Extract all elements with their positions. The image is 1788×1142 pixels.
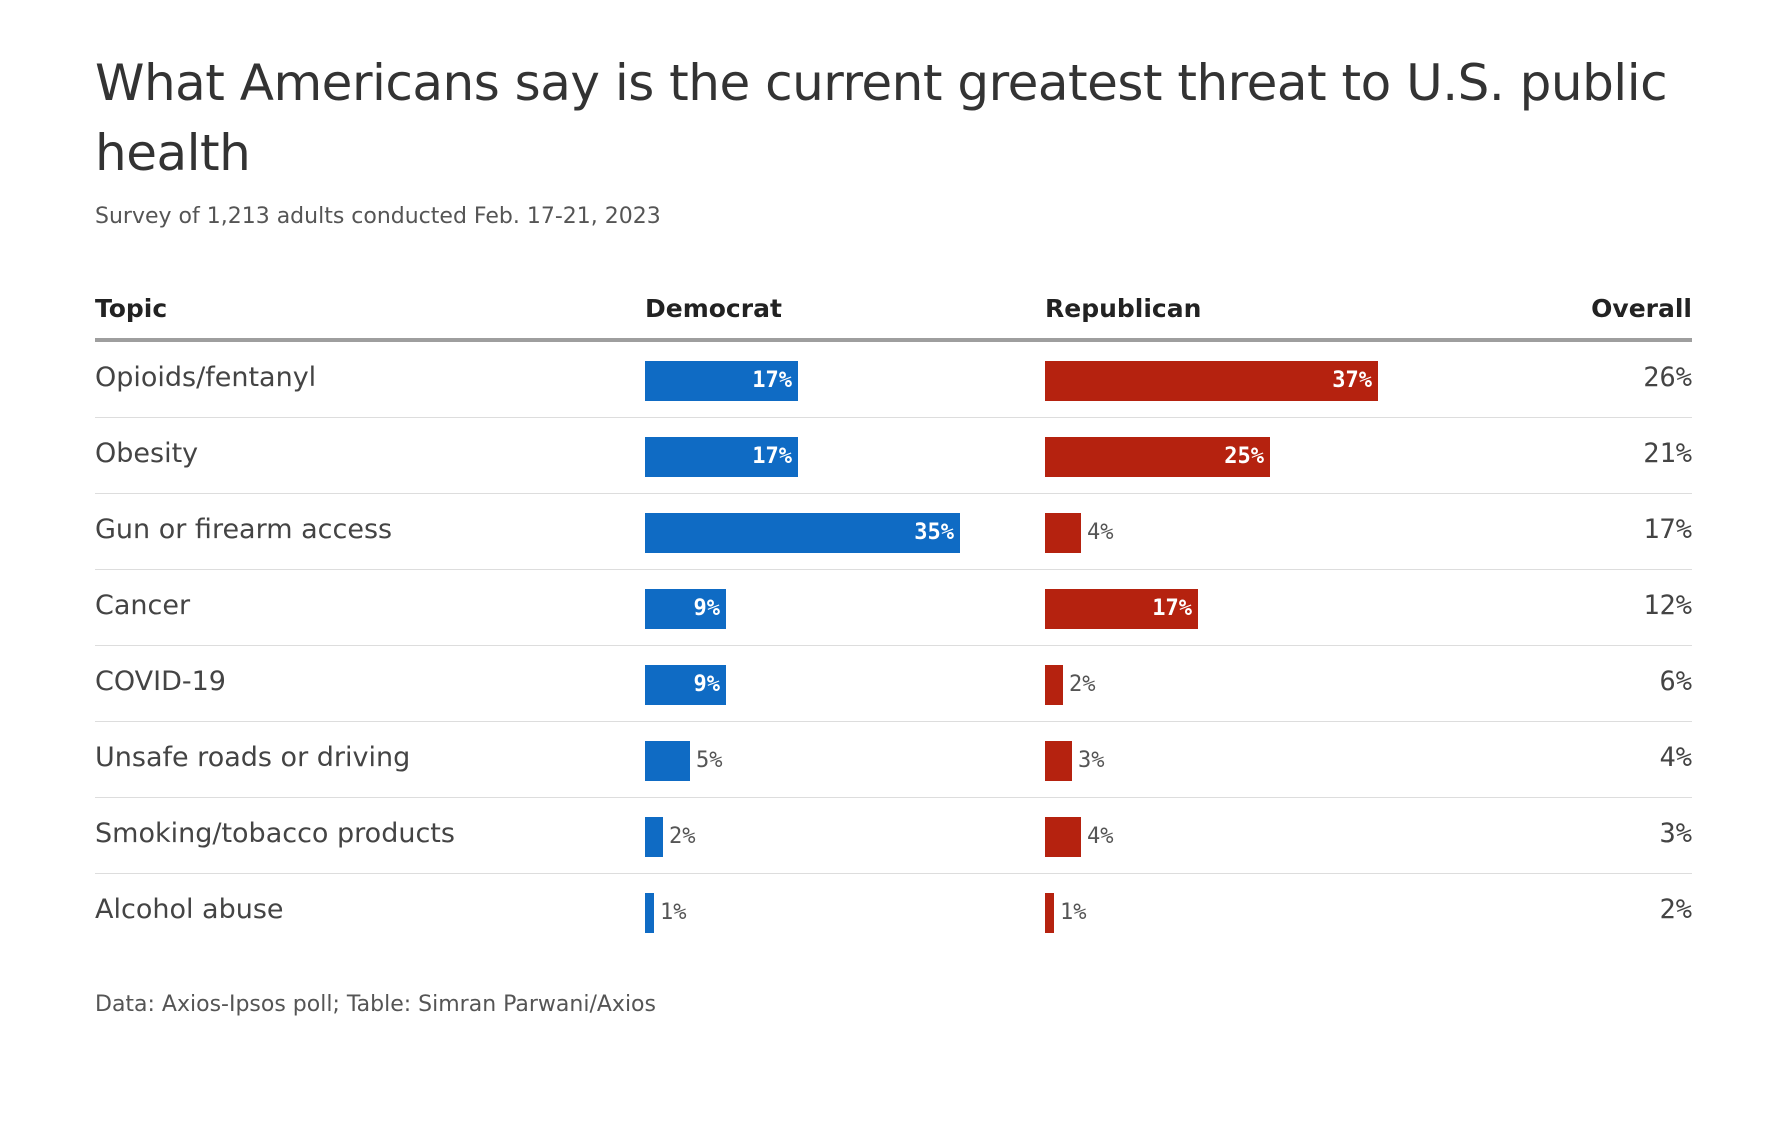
source-note: Data: Axios-Ipsos poll; Table: Simran Pa…: [95, 992, 656, 1017]
row-topic: Gun or firearm access: [95, 514, 393, 545]
row-topic: Obesity: [95, 438, 199, 469]
table-body: Opioids/fentanyl 17% 37% 26% Obesity 17% 25% 21…: [95, 342, 1692, 950]
democrat-bar: [645, 437, 798, 477]
republican-bar: [1045, 665, 1063, 705]
overall-value: 17%: [1643, 514, 1692, 545]
republican-bar: [1045, 817, 1081, 857]
overall-value: 21%: [1643, 438, 1692, 469]
democrat-bar: [645, 361, 798, 401]
row-topic: Cancer: [95, 590, 191, 621]
chart-title: What Americans say is the current greate…: [95, 54, 1668, 182]
row-topic: Opioids/fentanyl: [95, 362, 317, 393]
republican-bar: [1045, 893, 1054, 933]
democrat-bar: [645, 741, 690, 781]
republican-cell: 25%: [1045, 437, 1425, 477]
republican-cell: 4%: [1045, 513, 1425, 553]
row-topic: Unsafe roads or driving: [95, 742, 411, 773]
republican-cell: 37%: [1045, 361, 1425, 401]
table-row: Unsafe roads or driving 5% 3% 4%: [95, 722, 1692, 798]
democrat-bar: [645, 893, 654, 933]
header-topic: Topic: [95, 294, 168, 323]
democrat-value-label: 9%: [693, 596, 721, 621]
republican-cell: 3%: [1045, 741, 1425, 781]
democrat-bar: [645, 589, 726, 629]
democrat-cell: 5%: [645, 741, 1025, 781]
republican-value-label: 3%: [1078, 748, 1105, 773]
overall-value: 12%: [1643, 590, 1692, 621]
header-republican: Republican: [1045, 294, 1202, 323]
table-row: Alcohol abuse 1% 1% 2%: [95, 874, 1692, 950]
republican-cell: 17%: [1045, 589, 1425, 629]
republican-bar: [1045, 437, 1270, 477]
republican-value-label: 2%: [1069, 672, 1096, 697]
header-democrat: Democrat: [645, 294, 782, 323]
table-row: Obesity 17% 25% 21%: [95, 418, 1692, 494]
democrat-cell: 17%: [645, 361, 1025, 401]
table-row: Gun or firearm access 35% 4% 17%: [95, 494, 1692, 570]
overall-value: 2%: [1659, 894, 1692, 925]
republican-bar: [1045, 361, 1378, 401]
democrat-bar: [645, 665, 726, 705]
republican-cell: 4%: [1045, 817, 1425, 857]
table-row: COVID-19 9% 2% 6%: [95, 646, 1692, 722]
democrat-cell: 17%: [645, 437, 1025, 477]
row-topic: Smoking/tobacco products: [95, 818, 455, 849]
row-topic: COVID-19: [95, 666, 226, 697]
republican-bar: [1045, 741, 1072, 781]
table-row: Opioids/fentanyl 17% 37% 26%: [95, 342, 1692, 418]
republican-cell: 2%: [1045, 665, 1425, 705]
overall-value: 3%: [1659, 818, 1692, 849]
republican-value-label: 4%: [1087, 520, 1114, 545]
row-topic: Alcohol abuse: [95, 894, 284, 925]
overall-value: 26%: [1643, 362, 1692, 393]
republican-value-label: 17%: [1152, 596, 1192, 621]
republican-value-label: 37%: [1332, 368, 1372, 393]
democrat-cell: 2%: [645, 817, 1025, 857]
democrat-value-label: 2%: [669, 824, 696, 849]
republican-value-label: 4%: [1087, 824, 1114, 849]
republican-value-label: 25%: [1224, 444, 1264, 469]
democrat-value-label: 9%: [693, 672, 721, 697]
table-row: Smoking/tobacco products 2% 4% 3%: [95, 798, 1692, 874]
data-table: Topic Democrat Republican Overall Opioid…: [95, 286, 1692, 950]
democrat-cell: 9%: [645, 665, 1025, 705]
democrat-value-label: 17%: [752, 368, 792, 393]
democrat-value-label: 1%: [660, 900, 687, 925]
overall-value: 6%: [1659, 666, 1692, 697]
democrat-cell: 1%: [645, 893, 1025, 933]
overall-value: 4%: [1659, 742, 1692, 773]
democrat-bar: [645, 513, 960, 553]
democrat-bar: [645, 817, 663, 857]
table-header: Topic Democrat Republican Overall: [95, 286, 1692, 342]
table-row: Cancer 9% 17% 12%: [95, 570, 1692, 646]
democrat-value-label: 17%: [752, 444, 792, 469]
democrat-cell: 9%: [645, 589, 1025, 629]
chart-subtitle: Survey of 1,213 adults conducted Feb. 17…: [95, 204, 661, 229]
democrat-value-label: 5%: [696, 748, 723, 773]
democrat-value-label: 35%: [914, 520, 954, 545]
header-overall: Overall: [1591, 294, 1692, 323]
republican-bar: [1045, 513, 1081, 553]
republican-value-label: 1%: [1060, 900, 1087, 925]
republican-cell: 1%: [1045, 893, 1425, 933]
republican-bar: [1045, 589, 1198, 629]
democrat-cell: 35%: [645, 513, 1025, 553]
